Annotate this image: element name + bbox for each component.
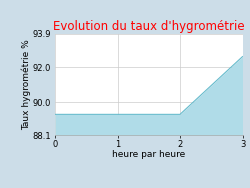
X-axis label: heure par heure: heure par heure (112, 150, 186, 159)
Title: Evolution du taux d'hygrométrie: Evolution du taux d'hygrométrie (53, 20, 244, 33)
Y-axis label: Taux hygrométrie %: Taux hygrométrie % (21, 39, 31, 130)
